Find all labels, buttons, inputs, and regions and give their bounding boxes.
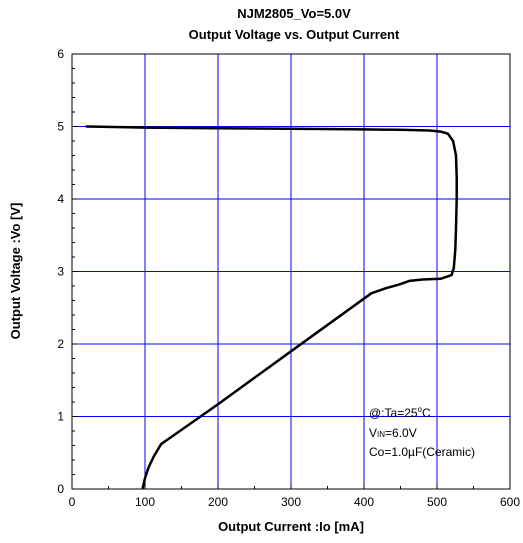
- tick-marks: [71, 53, 511, 490]
- x-tick-label: 500: [427, 495, 447, 509]
- y-axis-title: Output Voltage :Vo [V]: [8, 203, 23, 340]
- conditions-annotation: @:Ta=25oC VIN=6.0V Co=1.0µF(Ceramic): [369, 405, 475, 459]
- annotation-temperature: @:Ta=25oC: [369, 405, 431, 420]
- x-tick-label: 0: [69, 495, 76, 509]
- series-line: [85, 125, 458, 489]
- y-tick-label: 0: [57, 482, 64, 496]
- x-tick-label: 400: [354, 495, 374, 509]
- x-tick-label: 300: [281, 495, 301, 509]
- x-tick-label: 600: [500, 495, 520, 509]
- annotation-capacitor: Co=1.0µF(Ceramic): [369, 445, 475, 459]
- x-axis-title: Output Current :Io [mA]: [218, 519, 364, 534]
- chart-title: NJM2805_Vo=5.0V: [237, 6, 351, 21]
- grid: [72, 54, 510, 489]
- x-tick-label: 200: [208, 495, 228, 509]
- y-tick-label: 4: [57, 192, 64, 206]
- series-group: [85, 125, 458, 489]
- annotation-vin-prefix: V: [369, 426, 377, 440]
- y-tick-label: 5: [57, 120, 64, 134]
- y-tick-label: 3: [57, 265, 64, 279]
- annotation-vin-suffix: =6.0V: [385, 426, 417, 440]
- annotation-temp-suffix: C: [422, 406, 431, 420]
- y-tick-label: 2: [57, 337, 64, 351]
- annotation-vin-sub: IN: [377, 430, 385, 439]
- x-tick-labels: 0 100 200 300 400 500 600: [69, 495, 521, 509]
- annotation-temp-prefix: @:Ta=25: [369, 406, 418, 420]
- annotation-vin: VIN=6.0V: [369, 426, 417, 440]
- y-tick-labels: 0 1 2 3 4 5 6: [57, 47, 64, 496]
- y-tick-label: 1: [57, 410, 64, 424]
- chart-subtitle: Output Voltage vs. Output Current: [189, 27, 400, 42]
- y-tick-label: 6: [57, 47, 64, 61]
- x-tick-label: 100: [135, 495, 155, 509]
- annotation-temp-sup: o: [418, 405, 423, 414]
